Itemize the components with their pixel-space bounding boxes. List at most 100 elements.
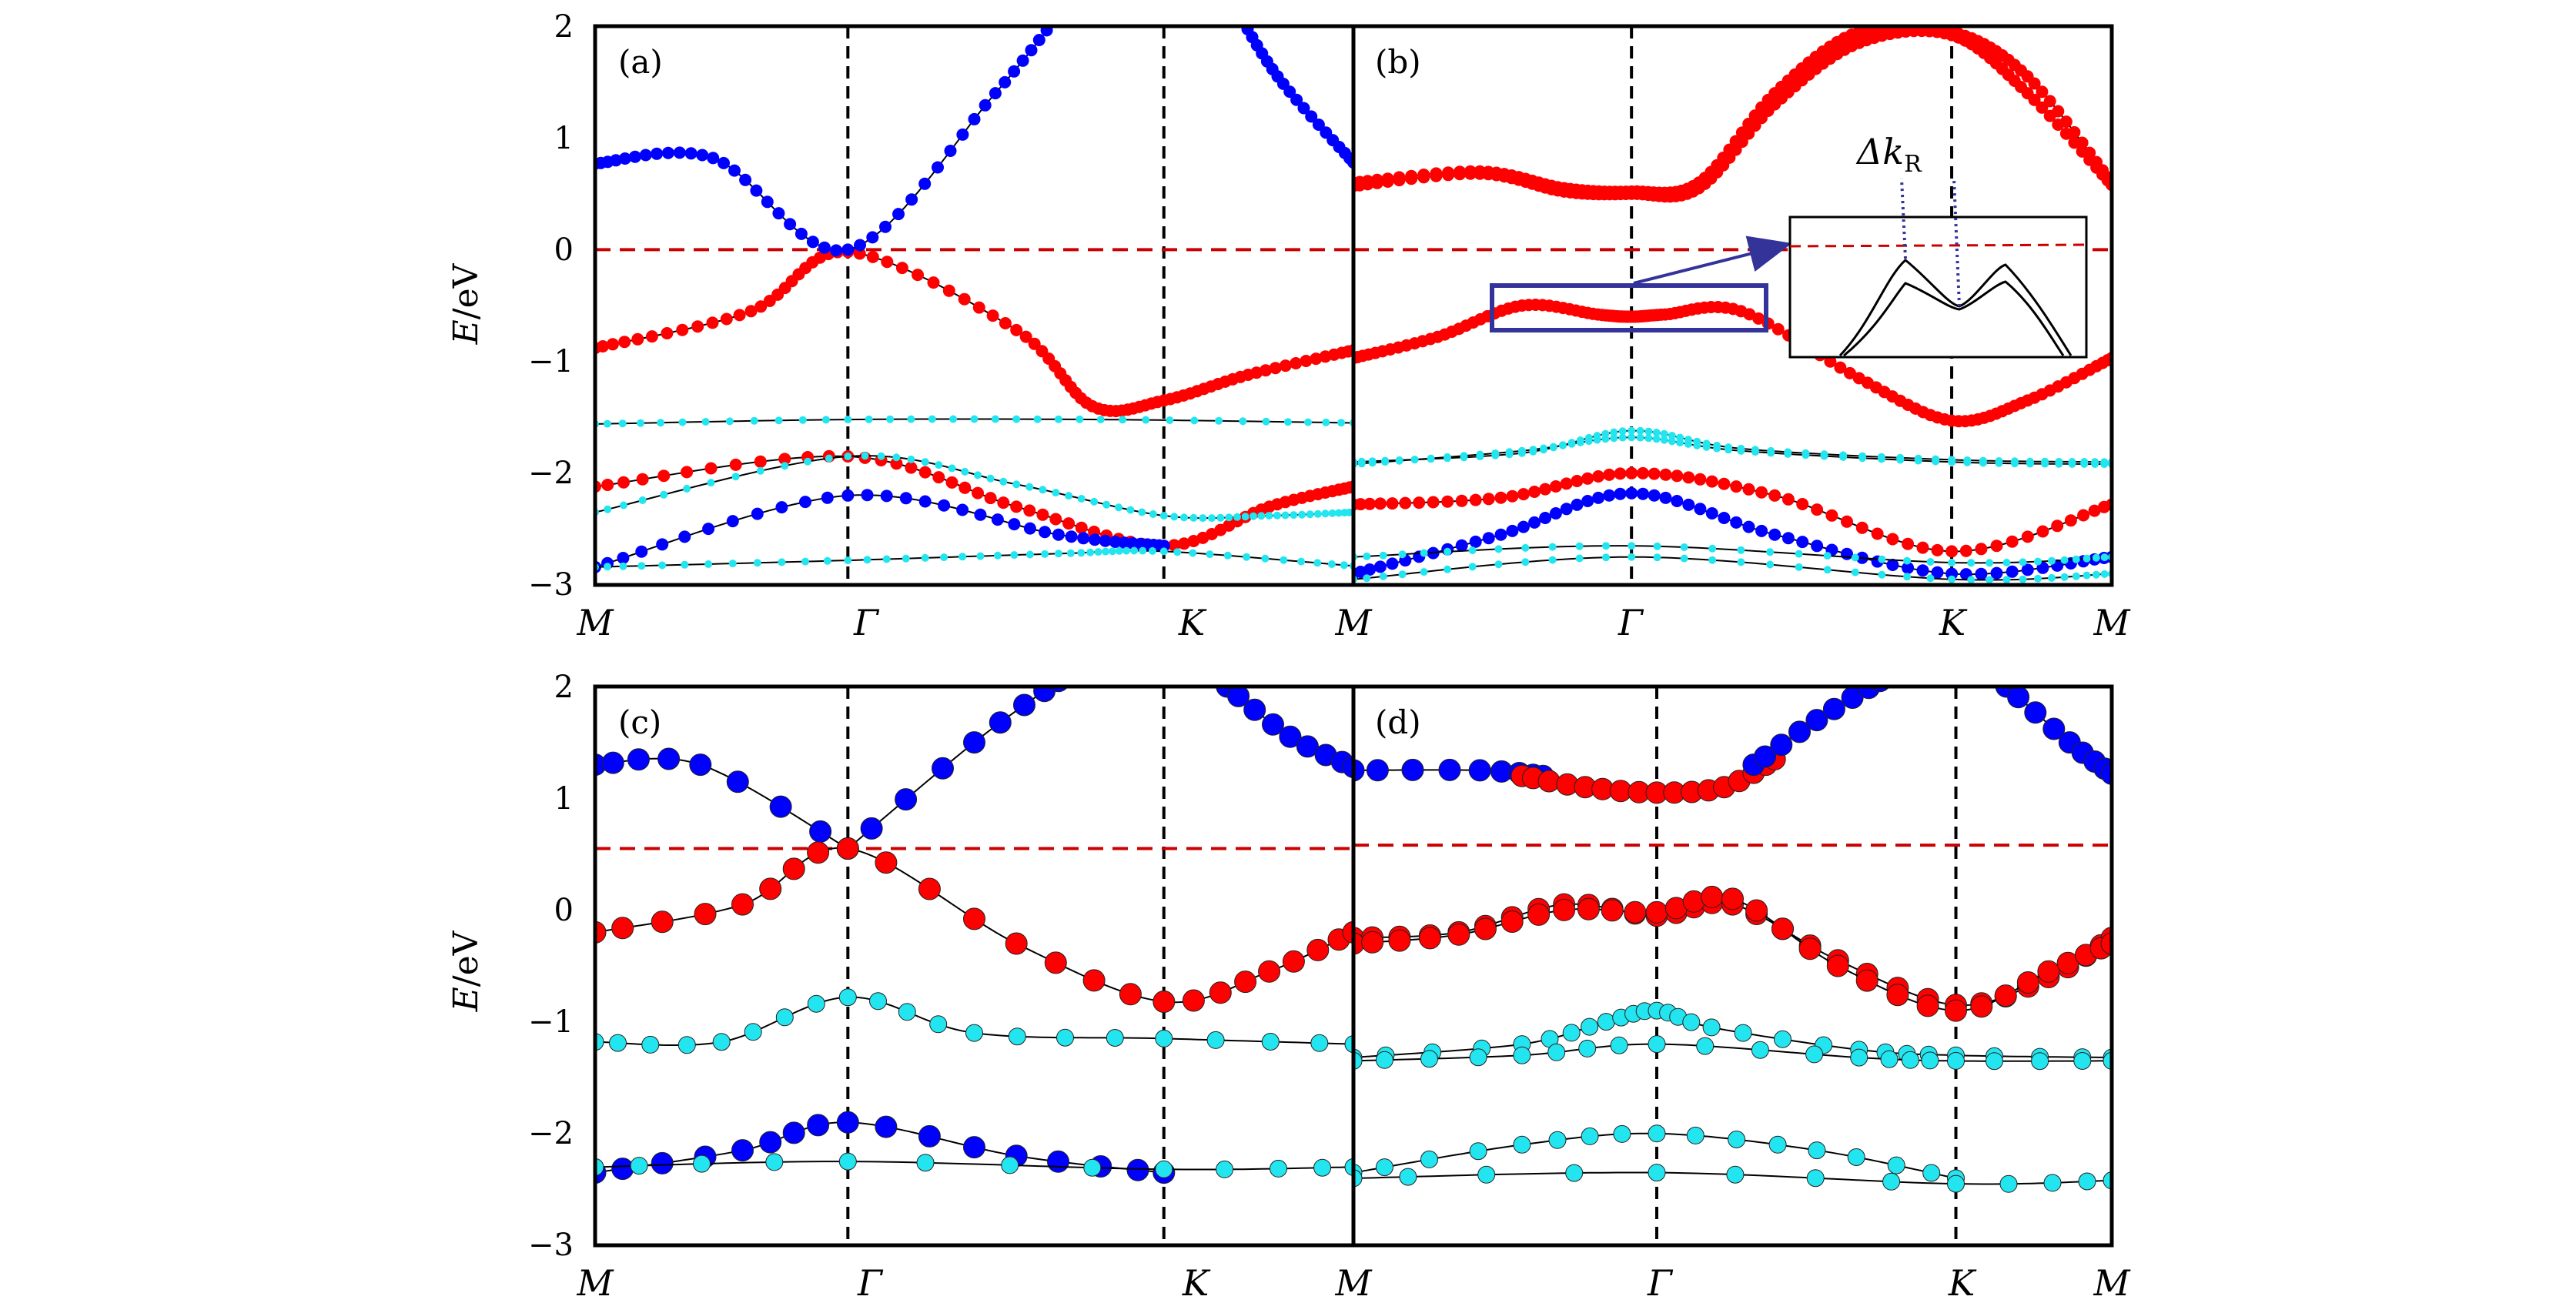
band-point-a-5: [707, 479, 715, 487]
band-point-a-0: [1300, 355, 1313, 367]
band-point-a-7: [1066, 549, 1075, 557]
inset-fermi-line: [1789, 243, 2087, 248]
band-point-a-6: [1077, 532, 1090, 545]
band-point-a-1: [761, 195, 774, 209]
band-point-b-1: [2083, 146, 2096, 159]
band-point-a-5: [844, 453, 852, 460]
band-point-b-7: [1795, 550, 1803, 558]
band-point-b-8: [1903, 573, 1912, 581]
band-point-d-7: [1880, 1050, 1899, 1068]
band-point-a-5: [1328, 509, 1337, 517]
band-point-a-0: [958, 292, 971, 306]
band-point-a-6: [880, 489, 893, 503]
band-point-b-8: [2019, 575, 2027, 583]
panel-d: (d): [1351, 684, 2114, 1248]
band-point-b-4: [2010, 459, 2019, 468]
band-point-a-3: [991, 415, 999, 423]
band-point-b-5: [1694, 473, 1707, 486]
band-point-d-6: [1774, 1030, 1791, 1048]
band-point-a-3: [1166, 416, 1174, 424]
band-point-d-2: [1788, 720, 1811, 743]
band-point-a-1: [684, 147, 698, 160]
band-point-a-6: [635, 545, 648, 558]
band-point-a-4: [754, 455, 767, 468]
band-point-a-3: [1215, 416, 1223, 425]
band-point-a-1: [1016, 54, 1029, 67]
band-point-a-4: [997, 496, 1010, 510]
band-point-c-5: [836, 1111, 859, 1134]
band-point-d-5: [1701, 885, 1724, 908]
band-point-b-7: [1468, 546, 1477, 555]
inset-zoom-panel: ΔkR: [1490, 131, 2088, 359]
band-point-d-3: [2024, 701, 2047, 724]
band-point-c-6: [595, 1158, 604, 1176]
band-point-a-0: [597, 340, 609, 352]
band-point-a-3: [949, 415, 958, 423]
band-point-d-7: [1986, 1052, 2003, 1071]
band-point-a-1: [854, 239, 866, 252]
ytick-bot-1: 1: [554, 781, 574, 817]
band-point-c-4: [929, 1015, 948, 1034]
band-point-b-6: [1990, 566, 2003, 580]
band-point-a-0: [881, 256, 894, 269]
band-point-b-4: [1628, 433, 1636, 442]
band-point-d-0: [1401, 758, 1424, 781]
band-point-b-4: [1668, 437, 1676, 446]
band-point-a-3: [1190, 416, 1199, 425]
band-point-a-7: [1189, 549, 1197, 557]
band-point-b-4: [1593, 436, 1601, 444]
band-point-a-1: [968, 112, 981, 125]
band-point-b-2: [1752, 312, 1765, 325]
band-point-c-6: [1155, 1160, 1173, 1178]
band-point-b-5: [1742, 483, 1755, 496]
ytick-bot-m2: −2: [528, 1116, 574, 1151]
band-point-d-7: [1578, 1039, 1597, 1057]
band-point-b-7: [1398, 550, 1407, 559]
band-point-b-5: [1363, 497, 1377, 510]
band-point-b-1: [1417, 169, 1430, 181]
band-point-a-1: [1025, 44, 1038, 57]
band-point-d-5: [1970, 995, 1993, 1018]
band-point-a-7: [1077, 549, 1086, 557]
band-point-d-7: [1375, 1051, 1393, 1069]
band-point-b-4: [2100, 460, 2109, 469]
band-point-b-6: [1682, 498, 1695, 511]
band-point-a-6: [1065, 530, 1078, 543]
band-point-c-6: [630, 1157, 648, 1175]
band-point-a-0: [744, 305, 758, 318]
band-point-d-5: [1553, 898, 1576, 921]
band-point-b-1: [2036, 85, 2049, 99]
band-point-b-4: [1784, 449, 1792, 458]
band-point-b-4: [2055, 459, 2063, 468]
band-point-d-6: [1597, 1013, 1615, 1031]
band-point-b-5: [1427, 496, 1440, 509]
band-point-a-7: [1094, 548, 1102, 556]
band-point-c-6: [1313, 1158, 1332, 1177]
band-point-a-5: [1298, 510, 1306, 519]
band-point-d-7: [1850, 1048, 1868, 1067]
band-point-d-7: [1513, 1046, 1531, 1064]
band-point-b-8: [1575, 554, 1584, 563]
band-point-c-6: [1001, 1156, 1019, 1174]
band-point-a-1: [1060, 0, 1072, 11]
band-point-b-7: [1708, 544, 1717, 553]
band-point-c-5: [651, 1151, 674, 1174]
band-point-d-9: [1806, 1169, 1825, 1188]
band-point-b-7: [1444, 547, 1452, 556]
band-point-c-4: [965, 1024, 983, 1042]
band-point-a-4: [932, 471, 945, 484]
band-point-c-0: [627, 748, 650, 771]
band-point-b-6: [1571, 498, 1584, 511]
band-point-a-3: [774, 416, 783, 425]
band-point-a-3: [1322, 418, 1330, 426]
band-point-b-6: [1755, 524, 1768, 537]
band-point-a-3: [865, 415, 873, 423]
band-point-a-0: [691, 320, 704, 333]
svg-text:E/eV: E/eV: [447, 262, 486, 345]
band-point-a-6: [918, 495, 932, 508]
band-point-a-1: [628, 150, 641, 163]
band-point-c-3: [836, 837, 859, 860]
band-point-c-4: [807, 994, 825, 1013]
band-point-b-4: [1584, 437, 1593, 446]
